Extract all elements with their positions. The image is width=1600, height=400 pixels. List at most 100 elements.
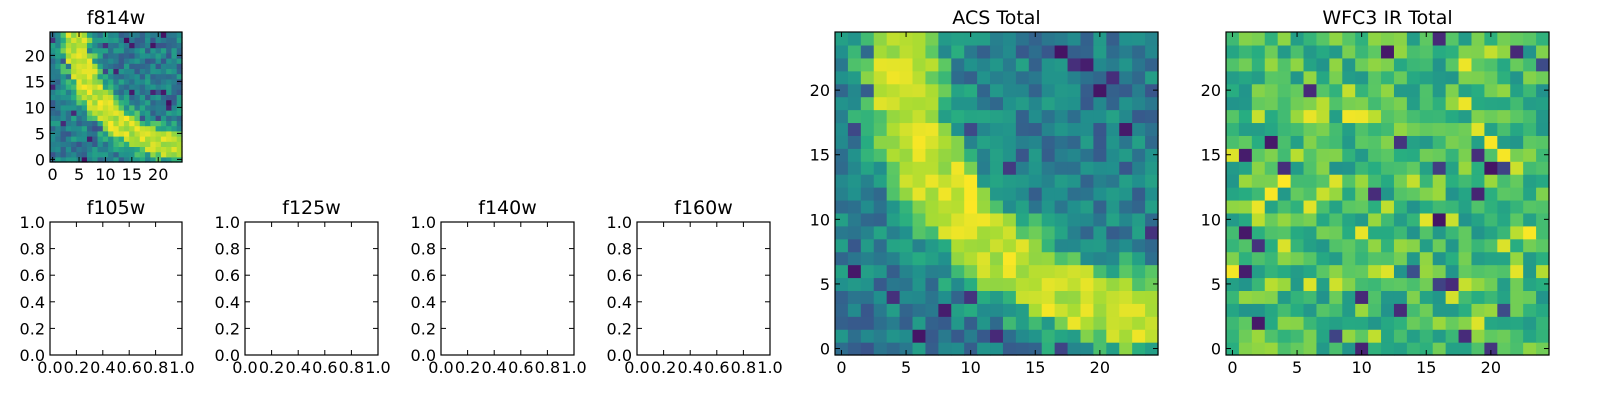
heatmap-cell [1458,135,1473,149]
heatmap-cell [1342,277,1356,291]
heatmap-cell [860,57,875,72]
heatmap-cell [899,264,914,279]
heatmap-cell [951,212,965,227]
heatmap-cell [118,120,125,127]
heatmap-cell [1523,70,1537,85]
heatmap-cell [938,238,952,253]
heatmap-cell [1523,83,1537,98]
heatmap-cell [899,303,914,317]
heatmap-cell [1028,277,1043,291]
heatmap-cell [155,141,162,147]
y-tick-label: 0 [820,340,830,359]
heatmap-cell [1536,277,1550,291]
heatmap-cell [1419,251,1434,266]
heatmap-cell [129,104,136,111]
heatmap-cell [134,58,141,64]
heatmap-cell [50,136,56,142]
heatmap-cell [123,151,130,158]
x-tick-label: 20 [148,165,168,184]
heatmap-cell [108,32,114,38]
heatmap-cell [76,130,83,137]
heatmap-cell [1471,225,1485,240]
heatmap-cell [155,58,162,64]
heatmap-cell [951,342,965,356]
heatmap-cell [166,110,173,116]
heatmap-cell [951,109,965,124]
heatmap-cell [50,125,56,132]
heatmap-cell [1002,83,1017,98]
heatmap-cell [912,57,927,72]
heatmap-cell [1264,122,1279,136]
heatmap-cell [134,47,141,54]
heatmap-cell [92,120,99,127]
heatmap-cell [1251,238,1266,253]
heatmap-cell [847,329,862,343]
heatmap-cell [139,78,146,85]
heatmap-cell [1093,238,1107,253]
heatmap-cell [150,58,157,64]
heatmap-cell [1002,264,1017,279]
heatmap-cell [108,68,114,75]
heatmap-cell [118,78,125,85]
heatmap-cell [1002,316,1017,330]
heatmap-cell [1510,109,1524,124]
heatmap-cell [1080,135,1094,149]
heatmap-cell [1406,290,1421,304]
heatmap-cell [1393,174,1408,188]
heatmap-cell [60,115,67,121]
heatmap-cell [847,199,862,214]
heatmap-cell [139,99,146,106]
heatmap-cell [1342,303,1356,317]
heatmap-cell [108,78,114,85]
heatmap-cell [1132,109,1146,124]
heatmap-cell [160,58,167,64]
heatmap-cell [1536,329,1550,343]
heatmap-cell [139,136,146,142]
heatmap-cell [977,96,991,111]
heatmap-cell [92,78,99,85]
heatmap-cell [1277,44,1292,59]
heatmap-cell [1106,57,1120,72]
heatmap-cell [150,47,157,54]
heatmap-cell [886,96,901,111]
heatmap-cell [938,122,952,136]
heatmap-cell [1226,251,1240,266]
heatmap-cell [1419,290,1434,304]
heatmap-cell [65,94,72,101]
heatmap-cell [899,277,914,291]
heatmap-cell [81,130,88,137]
y-tick-label: 0 [35,150,45,169]
heatmap-cell [1238,44,1253,59]
heatmap-cell [1119,57,1133,72]
heatmap-cell [123,89,130,95]
heatmap-cell [1406,44,1421,59]
y-tick-label: 10 [1201,210,1221,229]
heatmap-cell [1080,316,1094,330]
heatmap-cell [1238,225,1253,240]
heatmap-cell [886,329,901,343]
heatmap-cell [990,161,1004,175]
heatmap-cell [139,151,146,158]
heatmap-cell [1445,212,1460,227]
heatmap-cell [886,238,901,253]
heatmap-cell [1381,96,1395,111]
heatmap-cell [990,96,1004,111]
heatmap-cell [1132,290,1146,304]
heatmap-cell [1067,342,1082,356]
heatmap-cell [166,94,173,101]
heatmap-cell [964,238,978,253]
heatmap-cell [134,110,141,116]
heatmap-cell [1290,316,1305,330]
heatmap-cell [134,136,141,142]
heatmap-cell [171,89,178,95]
heatmap-cell [835,264,849,279]
heatmap-cell [1238,122,1253,136]
heatmap-cell [55,89,62,95]
heatmap-cell [1303,174,1318,188]
heatmap-cell [925,70,939,85]
heatmap-cell [899,316,914,330]
heatmap-cell [1381,212,1395,227]
heatmap-cell [102,58,109,64]
heatmap-cell [155,73,162,80]
